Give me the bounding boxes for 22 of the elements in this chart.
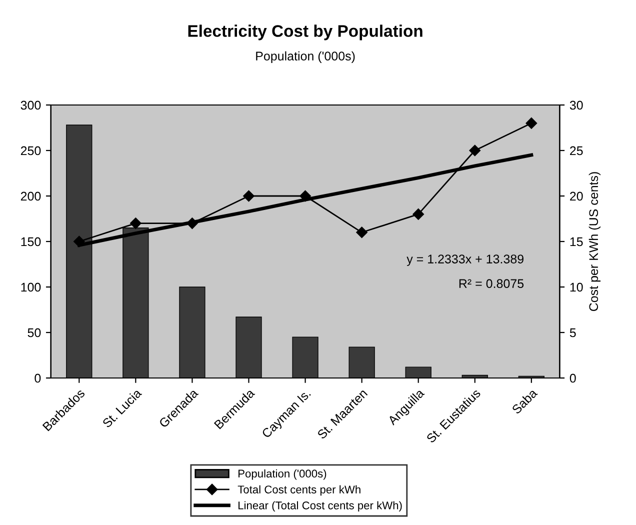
y2-tick-label: 5 [570, 328, 576, 338]
y2-tick-label: 0 [570, 374, 576, 383]
annotation: R² = 0.8075 [459, 279, 524, 288]
chart-subtitle: Population ('000s) [256, 51, 355, 63]
legend-label: Total Cost cents per kWh [238, 485, 360, 496]
y-tick-label: 50 [28, 328, 41, 338]
y2-tick-label: 20 [570, 192, 583, 201]
y2-tick-label: 10 [570, 282, 583, 292]
y2-tick-label: 25 [570, 146, 583, 156]
y2-tick-label: 30 [570, 100, 583, 110]
y2-tick-label: 15 [570, 237, 583, 246]
y-tick-label: 250 [20, 146, 41, 156]
chart-title: Electricity Cost by Population [188, 24, 422, 40]
annotation: y = 1.2333x + 13.389 [406, 254, 524, 266]
y-tick-label: 0 [34, 374, 41, 383]
legend-label: Linear (Total Cost cents per kWh) [238, 501, 402, 512]
y-tick-label: 300 [20, 100, 41, 110]
y-tick-label: 200 [20, 192, 41, 201]
y2-axis-title: Cost per KWh (US cents) [588, 172, 601, 312]
y-tick-label: 100 [21, 282, 41, 292]
y-tick-label: 150 [21, 237, 41, 246]
legend-label: Population ('000s) [238, 469, 326, 480]
